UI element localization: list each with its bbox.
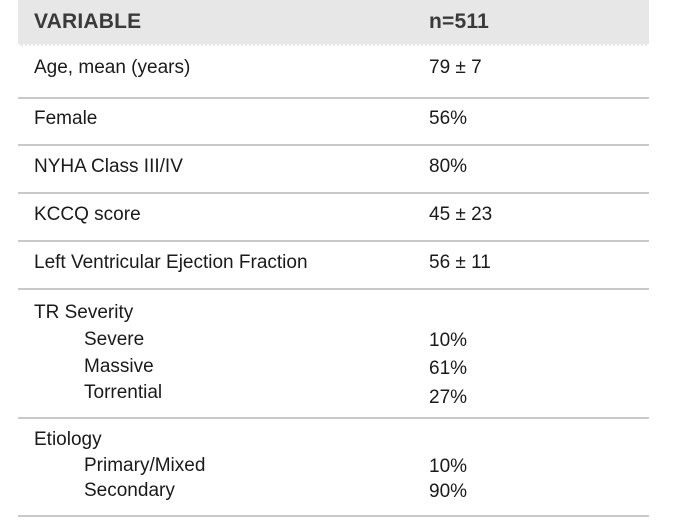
sub-value: 10% <box>429 456 468 477</box>
row-value: 79 ± 7 <box>429 57 482 78</box>
header-n: n=511 <box>429 10 489 33</box>
row-label: TR Severity <box>34 302 134 323</box>
sub-label: Secondary <box>84 480 175 501</box>
row-value: 56 ± 11 <box>429 252 491 273</box>
sub-value: 27% <box>429 387 468 408</box>
table-row-nyha: NYHA Class III/IV 80% <box>18 146 649 194</box>
table-row-kccq: KCCQ score 45 ± 23 <box>18 194 649 242</box>
sub-value: 61% <box>429 358 468 379</box>
row-value: 80% <box>429 156 468 177</box>
table-row-lvef: Left Ventricular Ejection Fraction 56 ± … <box>18 242 649 290</box>
sub-value: 10% <box>429 330 468 351</box>
sub-value: 90% <box>429 481 468 502</box>
row-label: Left Ventricular Ejection Fraction <box>34 252 308 273</box>
row-label: Etiology <box>34 429 102 450</box>
row-value: 45 ± 23 <box>429 204 493 225</box>
table-row-etiology: Etiology Primary/Mixed 10% Secondary 90% <box>18 419 649 517</box>
table-header: VARIABLE n=511 <box>18 0 649 46</box>
table-row-tr-severity: TR Severity Severe 10% Massive 61% Torre… <box>18 290 649 419</box>
header-variable: VARIABLE <box>34 10 142 33</box>
baseline-characteristics-table: VARIABLE n=511 Age, mean (years) 79 ± 7 … <box>18 0 649 517</box>
row-value: 56% <box>429 108 468 129</box>
row-label: KCCQ score <box>34 204 141 225</box>
sub-label: Severe <box>84 329 145 350</box>
table-row-female: Female 56% <box>18 99 649 146</box>
sub-label: Massive <box>84 356 154 377</box>
sub-label: Primary/Mixed <box>84 455 206 476</box>
table-row-age: Age, mean (years) 79 ± 7 <box>18 46 649 99</box>
row-label: Female <box>34 108 98 129</box>
row-label: NYHA Class III/IV <box>34 156 183 177</box>
sub-label: Torrential <box>84 382 163 403</box>
row-label: Age, mean (years) <box>34 57 191 78</box>
